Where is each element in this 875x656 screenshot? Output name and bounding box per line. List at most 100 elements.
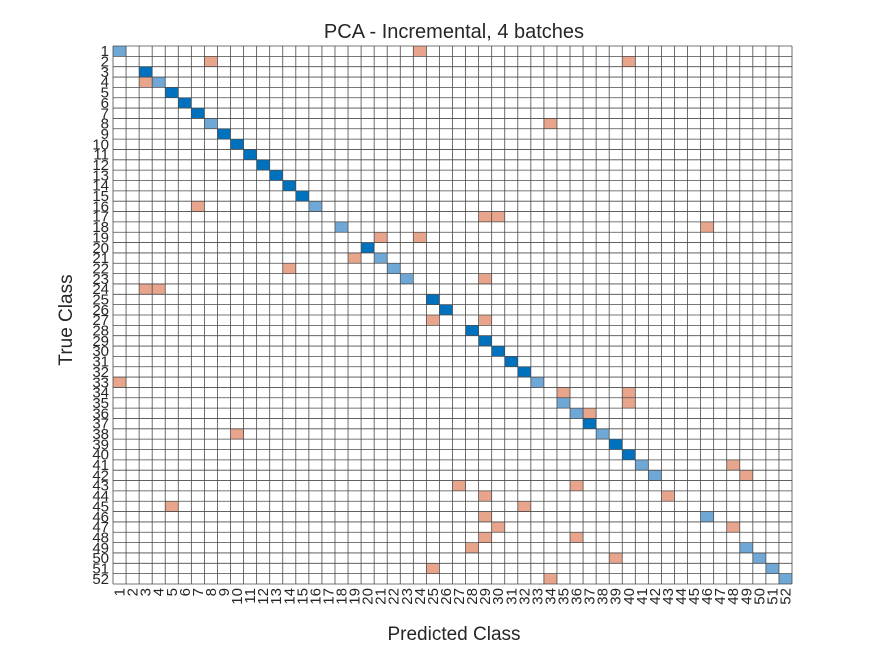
correct-cell-52-52 [778,573,792,584]
correct-cell-41-41 [635,459,649,471]
error-cell-42-49 [739,470,753,481]
y-tick-label: 28 [92,323,109,340]
x-tick-label: 41 [634,588,651,605]
correct-cell-15-15 [295,190,309,202]
y-tick-label: 35 [92,395,109,412]
correct-cell-21-21 [374,252,388,264]
x-tick-label: 42 [647,588,664,605]
error-cell-44-43 [661,490,675,502]
error-cell-27-25 [426,315,440,326]
x-tick-label: 9 [216,588,233,596]
correct-cell-7-7 [191,108,205,119]
y-tick-label: 7 [101,105,109,122]
correct-cell-32-32 [517,366,531,378]
y-tick-label: 44 [92,488,109,505]
y-tick-label: 10 [92,136,109,153]
y-tick-label: 49 [92,540,109,557]
y-tick-label: 17 [92,209,109,226]
y-tick-label: 19 [92,229,109,246]
error-cell-34-35 [556,387,571,398]
x-tick-label: 35 [555,588,572,605]
error-cell-49-28 [465,542,479,553]
correct-cell-42-42 [648,470,662,481]
x-tick-label: 7 [190,588,207,596]
correct-cell-10-10 [230,139,244,150]
y-tick-label: 23 [92,271,109,288]
y-tick-label: 40 [92,447,109,464]
error-cell-17-30 [491,211,505,222]
error-cell-38-10 [230,428,244,440]
y-tick-label: 33 [92,374,109,391]
error-cell-8-34 [543,118,557,129]
x-tick-label: 24 [412,588,429,605]
y-tick-label: 14 [92,178,109,195]
error-cell-24-4 [152,283,166,295]
correct-cell-50-50 [752,552,766,564]
correct-cell-9-9 [217,128,231,140]
x-tick-label: 10 [229,588,246,605]
error-cell-16-7 [191,201,205,212]
y-tick-label: 37 [92,416,109,433]
x-tick-label: 22 [386,588,403,605]
correct-cell-26-26 [439,304,453,315]
error-cell-1-24 [413,46,427,57]
x-tick-label: 3 [138,588,155,596]
x-tick-label: 26 [438,588,455,605]
x-tick-label: 14 [281,588,298,605]
error-cell-21-19 [348,252,362,264]
x-tick-labels: 1234567891011121314151617181920212223242… [112,588,795,605]
y-tick-label: 16 [92,198,109,215]
x-tick-label: 25 [425,588,442,605]
x-tick-label: 28 [464,588,481,605]
correct-cell-8-8 [204,118,218,129]
error-cell-36-37 [583,408,597,419]
x-tick-label: 19 [347,588,364,605]
correct-cell-13-13 [269,170,283,181]
correct-cell-22-22 [387,263,401,274]
error-cell-22-14 [282,263,296,274]
x-tick-label: 36 [569,588,586,605]
correct-cell-30-30 [491,346,505,357]
x-tick-label: 43 [660,588,677,605]
correct-cell-49-49 [739,542,753,553]
error-cell-4-3 [139,77,153,88]
correct-cell-12-12 [256,159,270,171]
y-tick-label: 9 [101,126,109,143]
error-cell-48-36 [570,532,584,543]
y-tick-label: 29 [92,333,109,350]
correct-cell-38-38 [596,428,610,440]
y-tick-label: 32 [92,364,109,381]
x-tick-label: 46 [699,588,716,605]
error-cell-24-3 [139,283,153,295]
x-tick-label: 12 [255,588,272,605]
x-tick-label: 5 [164,588,181,596]
y-tick-label: 39 [92,436,109,453]
correct-cell-35-35 [556,397,571,409]
correct-cell-51-51 [765,563,779,574]
error-cell-27-29 [478,315,492,326]
correct-cell-40-40 [622,449,636,460]
error-cell-45-5 [165,501,179,512]
y-tick-label: 38 [92,426,109,443]
y-tick-label: 45 [92,498,109,515]
x-tick-label: 17 [320,588,337,605]
correct-cell-14-14 [282,180,296,191]
y-tick-label: 13 [92,167,109,184]
x-tick-label: 39 [608,588,625,605]
error-cell-19-24 [413,232,427,243]
y-tick-labels: 1234567891011121314151617181920212223242… [92,43,109,588]
x-tick-label: 15 [294,588,311,605]
y-tick-label: 51 [92,560,109,577]
error-cell-34-40 [622,387,636,398]
correct-cell-36-36 [570,408,584,419]
y-tick-label: 1 [101,43,109,60]
error-cell-17-29 [478,211,492,222]
error-cell-47-48 [726,521,740,533]
x-tick-label: 13 [268,588,285,605]
x-tick-label: 20 [360,588,377,605]
y-tick-label: 31 [92,354,109,371]
x-axis-label: Predicted Class [387,624,520,645]
y-tick-label: 43 [92,478,109,495]
y-tick-label: 24 [92,281,109,298]
